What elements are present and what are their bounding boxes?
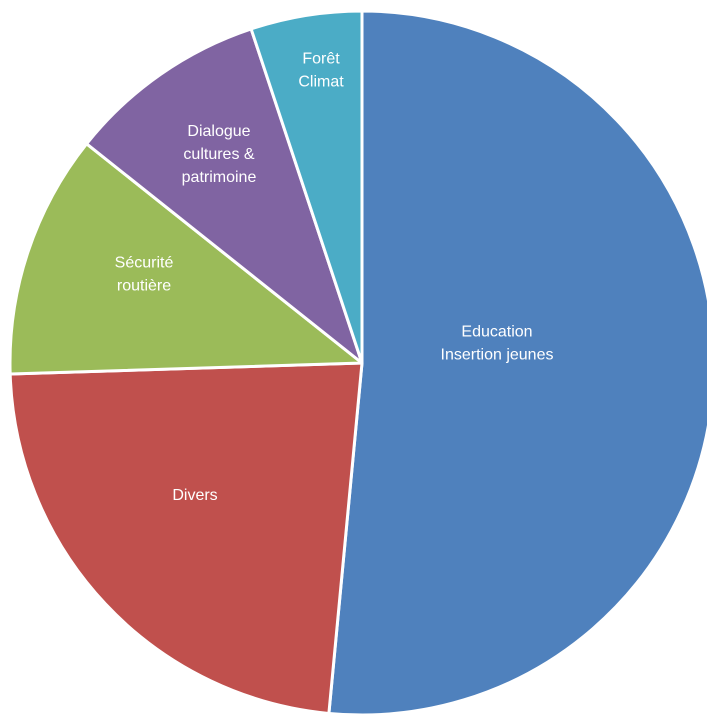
pie-slice-label-0: Education Insertion jeunes [441,324,554,364]
pie-slice-label-line: Sécurité [115,255,174,272]
pie-slice-3 [85,27,364,365]
pie-slice-label-line: cultures & [183,146,254,163]
pie-slice-label-3: Dialogue cultures & patrimoine [182,123,257,186]
pie-slice-label-2: Sécurité routière [115,255,174,295]
pie-slice-label-line: Climat [298,74,344,91]
pie-slice-label-line: Divers [172,487,217,504]
pie-slice-label-line: Insertion jeunes [441,347,554,364]
pie-slice-4 [249,9,364,365]
pie-slice-label-line: Education [461,324,532,341]
pie-slice-label-1: Divers [172,487,217,504]
pie-slice-label-line: Forêt [302,51,340,68]
pie-slice-label-4: Forêt Climat [298,51,344,91]
pie-slice-label-line: routière [117,278,171,295]
pie-slice-2 [8,142,364,376]
pie-labels: Education Insertion jeunes Divers Sécurité r… [115,51,554,505]
pie-slice-label-line: Dialogue [187,123,250,140]
pie-slices [8,9,707,714]
pie-slice-label-line: patrimoine [182,169,257,186]
pie-slice-0 [327,9,707,714]
pie-slice-1 [8,361,364,714]
